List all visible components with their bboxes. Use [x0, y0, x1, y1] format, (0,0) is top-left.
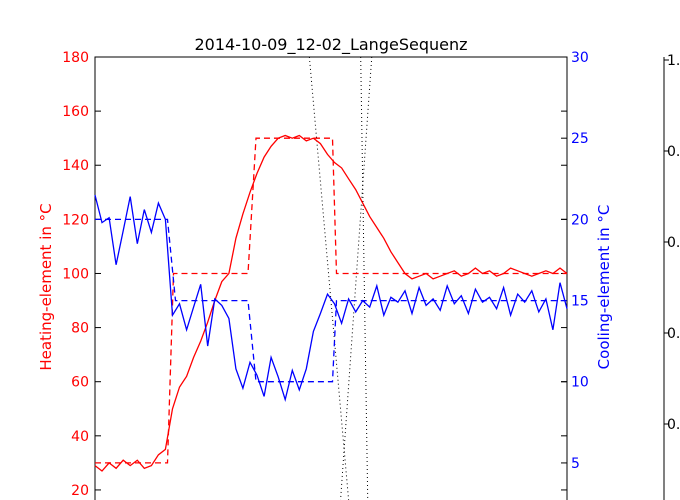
cooling-setpoint-line — [95, 218, 567, 383]
left-tick-label: 40 — [71, 429, 89, 445]
left-tick-label: 120 — [62, 212, 89, 228]
right-tick-label: 30 — [571, 50, 589, 66]
left-axis-ticks: 20 40 60 80 100 120 140 160 180 — [62, 50, 567, 499]
right-panel-tick-label: 1. — [667, 53, 680, 69]
right-tick-label: 25 — [571, 131, 589, 147]
right-panel-tick-label: 0. — [667, 417, 680, 433]
right-panel-tick-label: 0. — [667, 235, 680, 251]
right-axis-label: Cooling-element in °C — [595, 205, 613, 370]
left-tick-label: 20 — [71, 483, 89, 499]
cooling-measured-line — [94, 194, 568, 403]
right-tick-label: 5 — [571, 456, 580, 472]
vertical-marker-line — [360, 56, 369, 500]
left-tick-label: 140 — [62, 158, 89, 174]
right-panel-tick-label: 0. — [667, 144, 680, 160]
series-group — [94, 134, 568, 472]
right-tick-label: 15 — [571, 294, 589, 310]
chart-title: 2014-10-09_12-02_LangeSequenz — [194, 35, 467, 55]
left-tick-label: 80 — [71, 321, 89, 337]
vertical-marker-line — [308, 56, 350, 500]
right-tick-label: 20 — [571, 212, 589, 228]
left-axis-label: Heating-element in °C — [37, 203, 55, 370]
left-tick-label: 180 — [62, 50, 89, 66]
heating-measured-line — [94, 134, 568, 472]
heating-setpoint-line — [95, 137, 567, 464]
right-axis-ticks: 5 10 15 20 25 30 — [561, 50, 589, 472]
left-tick-label: 100 — [62, 266, 89, 282]
plot-area — [94, 56, 568, 500]
vertical-marker-lines — [308, 56, 373, 500]
right-tick-label: 10 — [571, 375, 589, 391]
left-tick-label: 160 — [62, 104, 89, 120]
left-tick-label: 60 — [71, 375, 89, 391]
right-panel-tick-label: 0. — [667, 326, 680, 342]
right-panel-ticks: 1. 0. 0. 0. 0. — [664, 53, 680, 433]
